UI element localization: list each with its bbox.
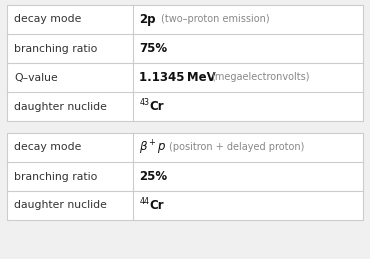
Text: decay mode: decay mode	[14, 15, 81, 25]
Text: branching ratio: branching ratio	[14, 44, 97, 54]
Text: daughter nuclide: daughter nuclide	[14, 200, 107, 211]
Text: 25%: 25%	[139, 170, 168, 183]
Text: (positron + delayed proton): (positron + delayed proton)	[169, 142, 305, 153]
Text: Q–value: Q–value	[14, 73, 58, 83]
Text: daughter nuclide: daughter nuclide	[14, 102, 107, 112]
Bar	[7, 5, 363, 121]
Text: $\beta^+$p: $\beta^+$p	[139, 138, 167, 157]
Text: decay mode: decay mode	[14, 142, 81, 153]
Text: branching ratio: branching ratio	[14, 171, 97, 182]
Text: 2p: 2p	[139, 13, 156, 26]
Text: 44: 44	[139, 197, 149, 206]
Bar	[7, 133, 363, 220]
Text: 75%: 75%	[139, 42, 168, 55]
Bar	[7, 5, 363, 121]
Bar	[7, 133, 363, 220]
Text: 1.1345 MeV: 1.1345 MeV	[139, 71, 216, 84]
Text: (megaelectronvolts): (megaelectronvolts)	[211, 73, 310, 83]
Text: 43: 43	[139, 98, 149, 107]
Text: (two–proton emission): (two–proton emission)	[161, 15, 270, 25]
Text: Cr: Cr	[149, 199, 164, 212]
Text: Cr: Cr	[149, 100, 164, 113]
